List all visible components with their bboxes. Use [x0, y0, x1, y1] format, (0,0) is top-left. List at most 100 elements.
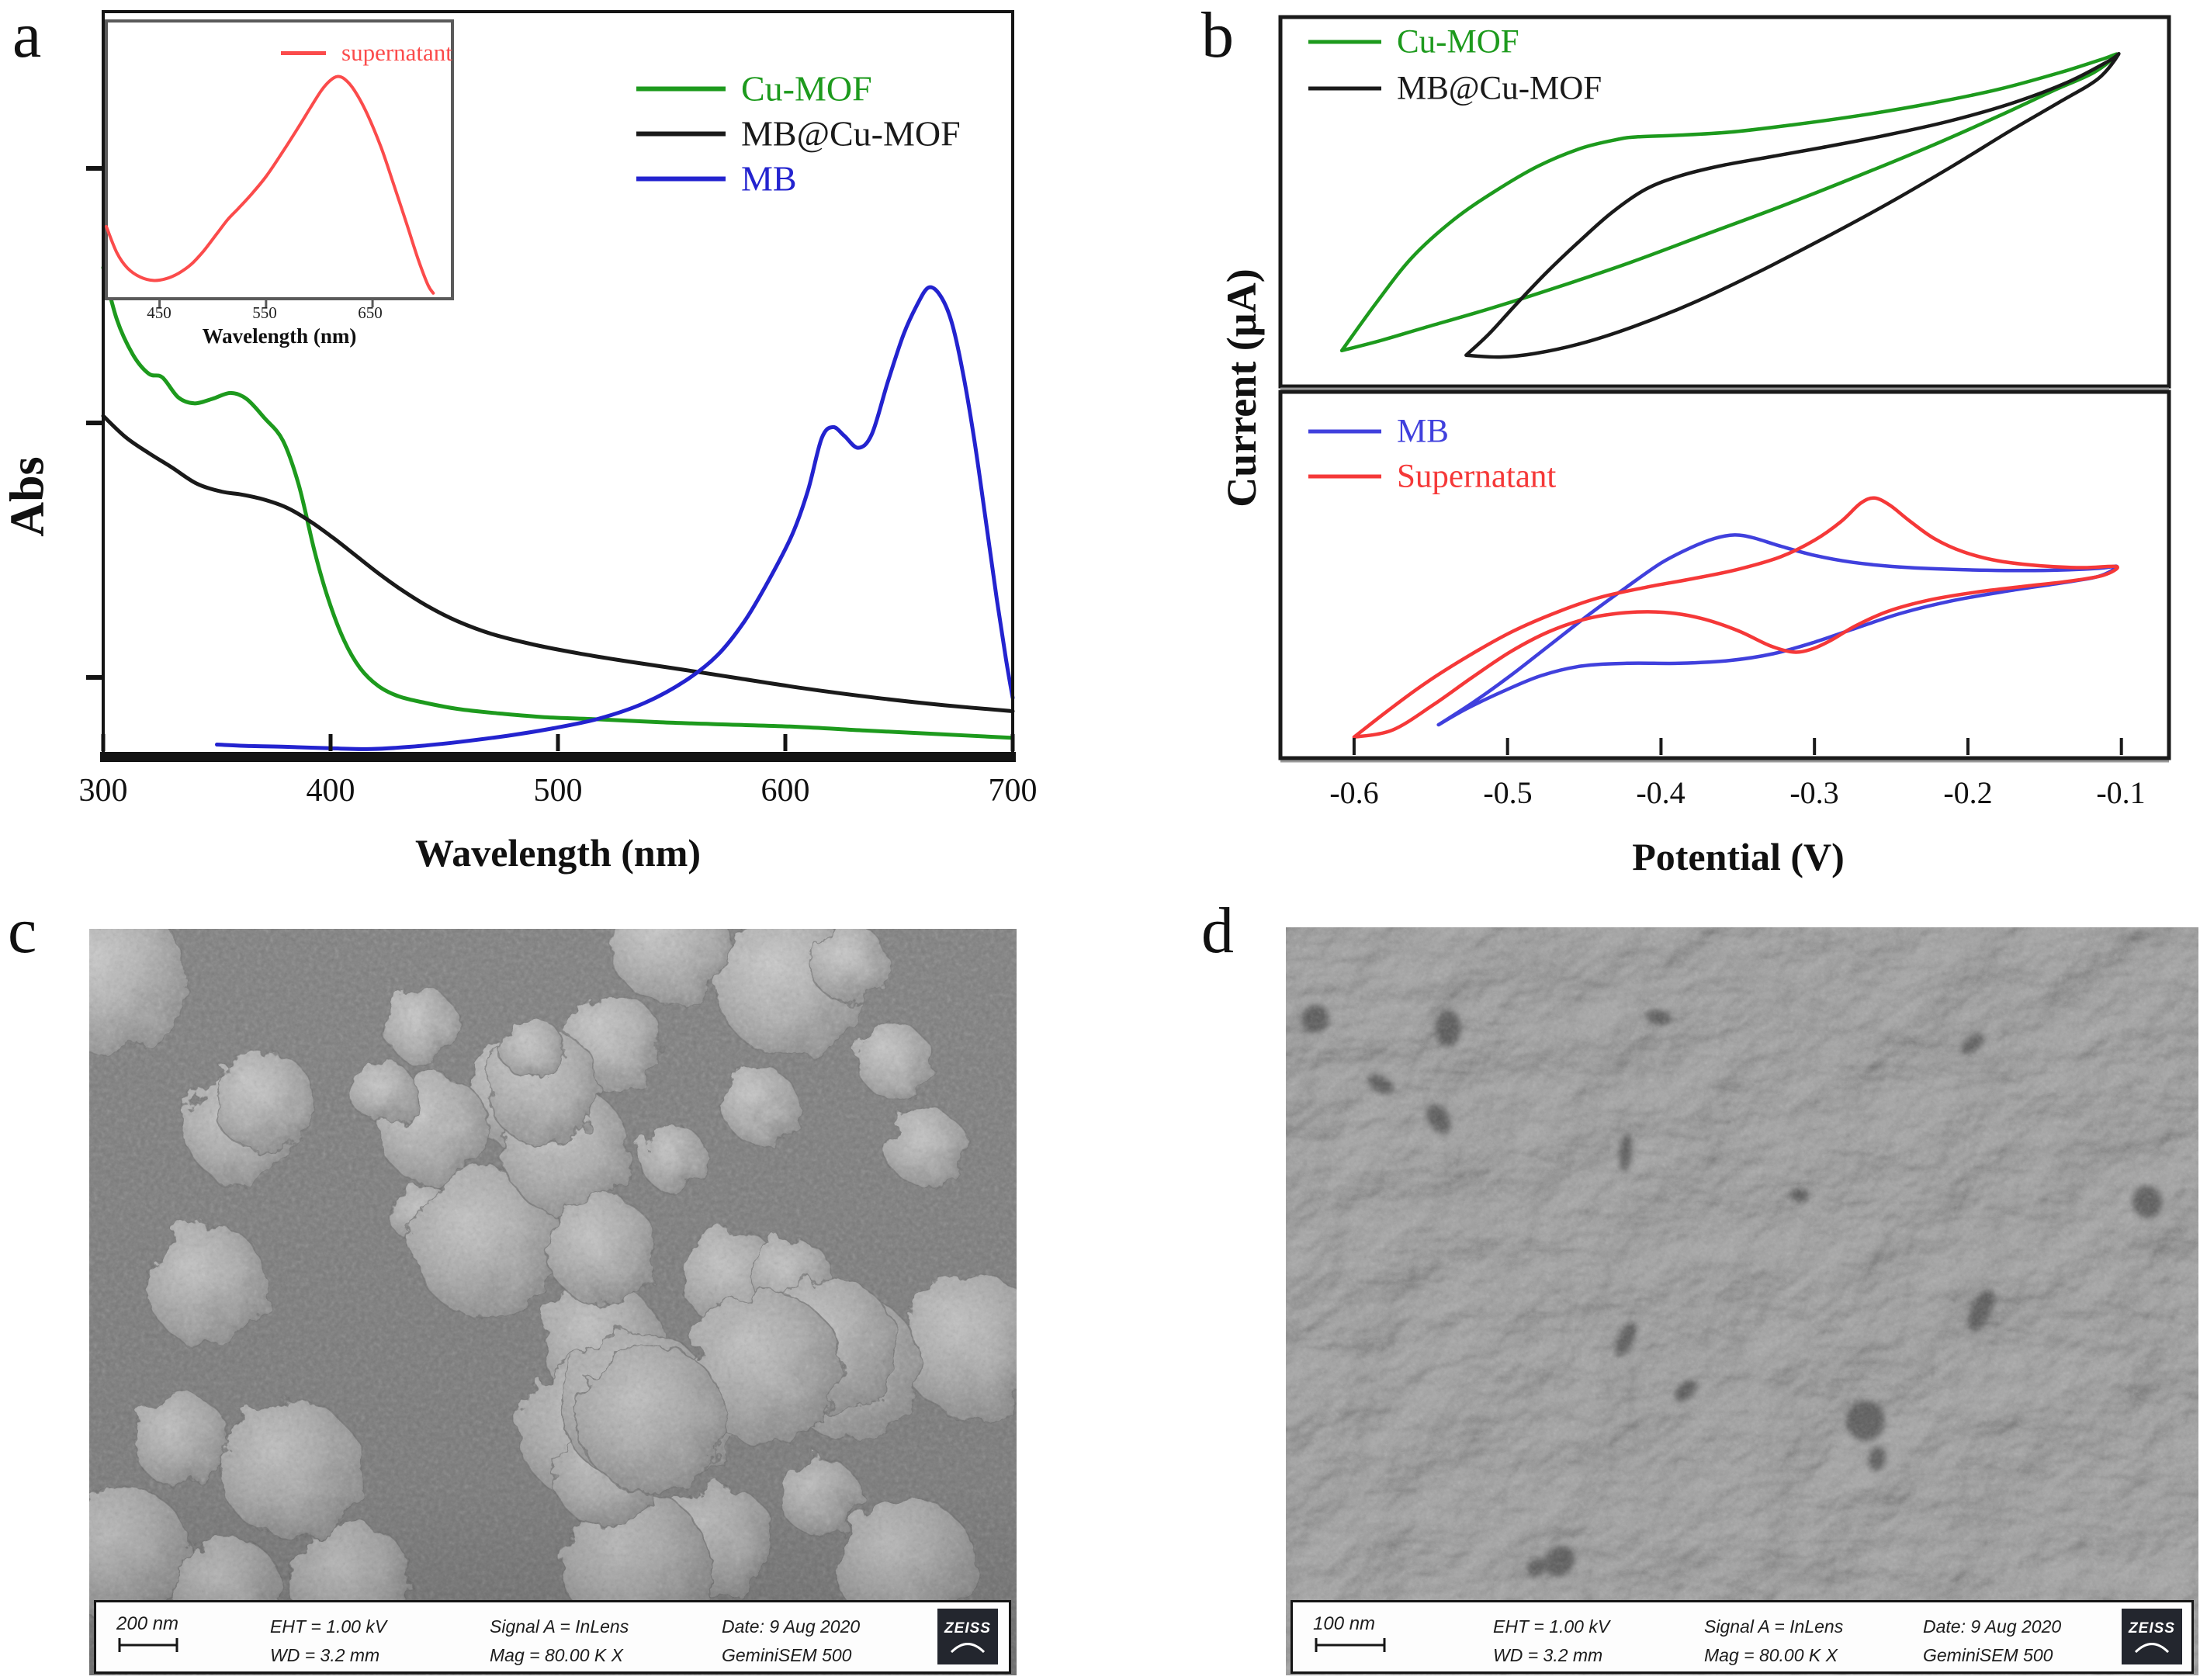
curve-mb-cu-mof [1464, 51, 2121, 359]
legend-label-cu-mof: Cu-MOF [741, 68, 872, 109]
panel-a-letter: a [12, 0, 42, 71]
curve-mb-cu-mof [101, 414, 1015, 713]
zeiss-arc-icon [2134, 1643, 2170, 1653]
sem-d-signal: Signal A = InLens [1704, 1616, 1844, 1637]
cv-legend-label-supernatant: Supernatant [1397, 458, 1557, 495]
sem-image-cu-mof [89, 929, 1017, 1675]
sem-c-meta-col3: Date: 9 Aug 2020 GeminiSEM 500 [722, 1616, 860, 1666]
cv-legend-item-cu-mof: Cu-MOF [1308, 23, 1519, 61]
cv-tick-n0.2: -0.2 [1943, 775, 1993, 810]
uvvis-x-axis-bar [100, 752, 1016, 762]
cv-legend-line-mb-cu-mof [1308, 86, 1381, 91]
sem-d-grain [1286, 927, 2198, 1675]
zeiss-arc-icon [950, 1643, 986, 1653]
sem-d-meta-col2: Signal A = InLens Mag = 80.00 K X [1704, 1616, 1843, 1666]
panel-c-letter: c [8, 895, 37, 967]
cv-legend-label-cu-mof: Cu-MOF [1397, 23, 1519, 61]
uvvis-tick-400: 400 [306, 773, 355, 809]
legend-line-mb [636, 176, 726, 181]
uvvis-inset [105, 19, 454, 307]
uvvis-tick-300: 300 [78, 773, 128, 809]
sem-c-instrument: GeminiSEM 500 [722, 1644, 852, 1665]
sem-c-scale-label: 200 nm [116, 1613, 179, 1634]
sem-c-meta-col2: Signal A = InLens Mag = 80.00 K X [490, 1616, 629, 1666]
panel-d-letter: d [1201, 895, 1234, 967]
inset-curve [105, 74, 435, 295]
zeiss-logo: ZEISS [2122, 1609, 2182, 1664]
cv-tick-n0.4: -0.4 [1636, 775, 1686, 810]
uvvis-tick-700: 700 [988, 773, 1038, 809]
curve-supernatant [105, 74, 435, 295]
inset-legend-label: supernatant [341, 39, 452, 66]
curve-supernatant [1352, 496, 2119, 740]
legend-label-mb-cu-mof: MB@Cu-MOF [741, 113, 961, 154]
legend-line-mb-cu-mof [636, 131, 726, 136]
sem-d-mag: Mag = 80.00 K X [1704, 1644, 1838, 1665]
sem-c-wd: WD = 3.2 mm [270, 1644, 380, 1665]
inset-tick-550: 550 [252, 303, 277, 322]
sem-c-brand: ZEISS [944, 1620, 991, 1637]
sem-d-scalebar: 100 nm [1313, 1613, 1398, 1654]
cv-tick-n0.5: -0.5 [1483, 775, 1533, 810]
zeiss-logo: ZEISS [937, 1609, 998, 1664]
inset-legend-line [281, 50, 326, 55]
scale-bar-icon [1315, 1638, 1386, 1652]
cv-legend-line-cu-mof [1308, 40, 1381, 44]
cv-y-axis-label: Current (µA) [1218, 268, 1265, 507]
inset-x-axis-label: Wavelength (nm) [202, 324, 357, 348]
scale-bar-icon [118, 1638, 178, 1652]
cv-legend-label-mb: MB [1397, 413, 1449, 450]
sem-c-date: Date: 9 Aug 2020 [722, 1616, 861, 1637]
inset-tick-450: 450 [147, 303, 171, 322]
cv-top-curves [1339, 51, 2121, 359]
panel-b-letter: b [1201, 0, 1234, 71]
sem-d-meta-col3: Date: 9 Aug 2020 GeminiSEM 500 [1923, 1616, 2061, 1666]
cv-tick-n0.1: -0.1 [2096, 775, 2146, 810]
legend-item-mb: MB [636, 158, 797, 199]
cv-legend-label-mb-cu-mof: MB@Cu-MOF [1397, 70, 1602, 107]
sem-d-scale-label: 100 nm [1313, 1613, 1376, 1634]
uvvis-x-axis-label: Wavelength (nm) [414, 831, 702, 875]
uvvis-y-ticks [86, 166, 104, 680]
uvvis-tick-500: 500 [533, 773, 583, 809]
cv-top-frame [1278, 15, 2171, 389]
uvvis-curves [101, 265, 1015, 751]
cv-legend-item-mb-cu-mof: MB@Cu-MOF [1308, 70, 1602, 108]
sem-d-meta-col1: EHT = 1.00 kV WD = 3.2 mm [1493, 1616, 1609, 1666]
cv-legend-item-supernatant: Supernatant [1308, 458, 1556, 496]
sem-image-mb-cu-mof [1286, 927, 2198, 1675]
cv-bottom-frame [1278, 390, 2171, 760]
legend-item-mb-cu-mof: MB@Cu-MOF [636, 113, 961, 154]
sem-d-date: Date: 9 Aug 2020 [1923, 1616, 2062, 1637]
sem-d-instrument: GeminiSEM 500 [1923, 1644, 2053, 1665]
uvvis-tick-600: 600 [760, 773, 810, 809]
uvvis-y-axis-label: Abs [1, 456, 54, 537]
sem-d-infobar: 100 nm EHT = 1.00 kV WD = 3.2 mm Signal … [1291, 1600, 2194, 1674]
legend-line-cu-mof [636, 86, 726, 91]
sem-c-scalebar: 200 nm [116, 1613, 194, 1654]
sem-c-vignette [89, 929, 1017, 1675]
curve-mb [215, 285, 1015, 751]
cv-x-axis-label: Potential (V) [1632, 835, 1845, 878]
cv-tick-n0.3: -0.3 [1789, 775, 1839, 810]
sem-c-meta-col1: EHT = 1.00 kV WD = 3.2 mm [270, 1616, 386, 1666]
cv-bottom-curves [1352, 496, 2119, 740]
charts-canvas [86, 10, 2171, 763]
cv-legend-line-mb [1308, 429, 1381, 434]
curve-cu-mof [1339, 52, 2119, 353]
inset-tick-650: 650 [358, 303, 383, 322]
cv-x-ticks [1352, 738, 2123, 755]
inset-legend-item-supernatant: supernatant [281, 39, 452, 67]
sem-c-eht: EHT = 1.00 kV [270, 1616, 387, 1637]
cv-legend-item-mb: MB [1308, 413, 1449, 451]
sem-d-wd: WD = 3.2 mm [1493, 1644, 1603, 1665]
cv-legend-line-supernatant [1308, 474, 1381, 479]
sem-c-signal: Signal A = InLens [490, 1616, 629, 1637]
uvvis-x-ticks [101, 734, 1015, 751]
cv-tick-n0.6: -0.6 [1329, 775, 1379, 810]
curve-cu-mof [101, 265, 1015, 740]
sem-c-infobar: 200 nm EHT = 1.00 kV WD = 3.2 mm Signal … [94, 1600, 1011, 1674]
inset-x-ticks [158, 299, 374, 307]
sem-d-eht: EHT = 1.00 kV [1493, 1616, 1610, 1637]
